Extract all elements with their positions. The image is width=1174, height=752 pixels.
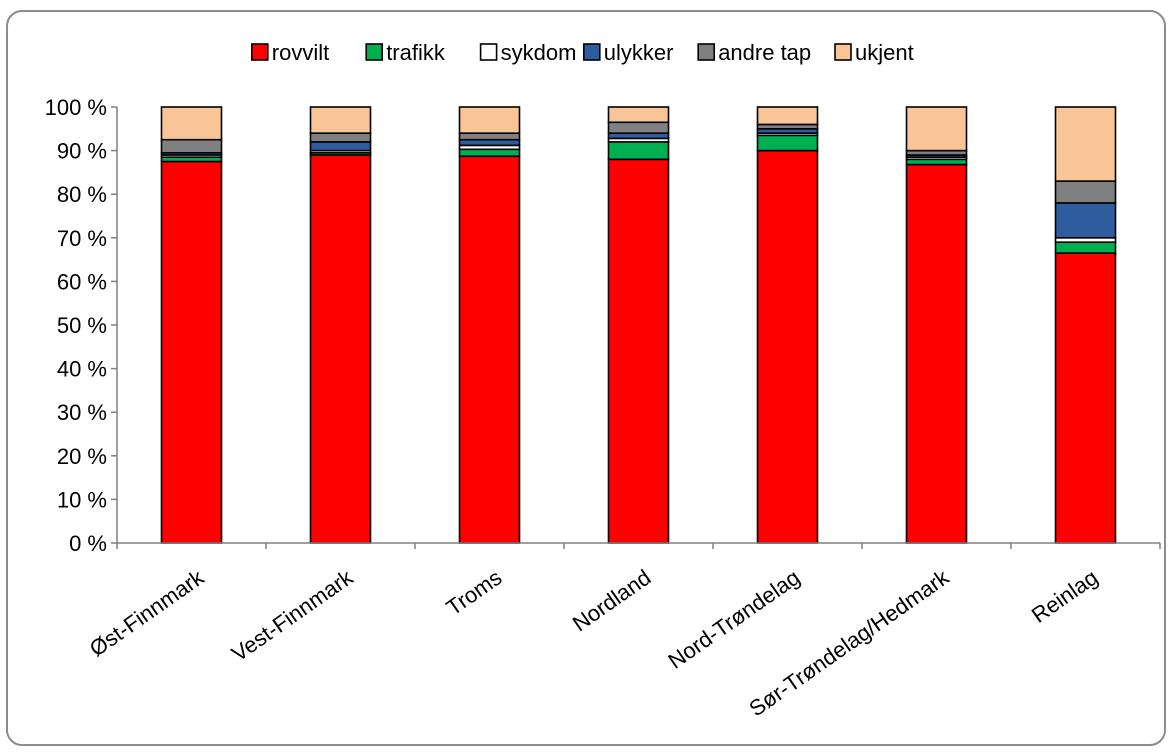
bar-segment-rovvilt — [756, 149, 819, 544]
bar-stack-troms — [458, 106, 521, 544]
y-tick-label: 80 % — [57, 182, 107, 207]
legend-label: sykdom — [501, 40, 577, 65]
bar-segment-rovvilt — [1054, 252, 1117, 544]
bar-segment-ukjent — [458, 106, 521, 134]
y-tick-label: 100 % — [45, 95, 107, 120]
bar-stack-øst-finnmark — [160, 106, 223, 544]
y-tick-label: 90 % — [57, 139, 107, 164]
y-tick-label: 50 % — [57, 313, 107, 338]
bar-segment-ulykker — [1054, 202, 1117, 239]
bar-segment-andre-tap — [1054, 180, 1117, 204]
legend-item-ulykker: ulykker — [582, 40, 674, 65]
bar-segment-ulykker — [309, 141, 372, 152]
bar-segment-ukjent — [309, 106, 372, 134]
legend-swatch — [479, 43, 498, 61]
bar-stack-sør-trøndelag-hedmark — [905, 106, 968, 544]
x-tick-label: Nord-Trøndelag — [663, 565, 804, 674]
legend-item-trafikk: trafikk — [365, 40, 446, 65]
bar-segment-trafikk — [756, 134, 819, 152]
bar-segment-rovvilt — [458, 155, 521, 544]
legend-label: trafikk — [386, 40, 446, 65]
bar-segment-rovvilt — [309, 154, 372, 544]
legend-swatch — [697, 43, 716, 61]
bar-segment-ulykker — [458, 138, 521, 147]
legend-item-sykdom: sykdom — [479, 40, 577, 65]
legend-label: rovvilt — [272, 40, 329, 65]
bar-stack-nord-trøndelag — [756, 106, 819, 544]
bar-segment-trafikk — [607, 141, 670, 161]
bar-segment-rovvilt — [607, 158, 670, 544]
bar-stack-reinlag — [1054, 106, 1117, 544]
y-tick-label: 40 % — [57, 357, 107, 382]
y-axis: 0 % 10 % 20 % 30 % 40 % 50 % 60 % 70 % 80 % 90 % 1… — [45, 95, 118, 556]
y-tick-label: 70 % — [57, 226, 107, 251]
bar-stack-nordland — [607, 106, 670, 544]
legend-item-ukjent: ukjent — [834, 40, 914, 65]
legend-swatch — [251, 43, 269, 61]
bar-segment-trafikk — [1054, 241, 1117, 254]
y-tick-label: 60 % — [57, 269, 107, 294]
bar-stack-vest-finnmark — [309, 106, 372, 544]
legend-swatch — [582, 43, 601, 61]
bar-segment-ukjent — [905, 106, 968, 152]
bar-segment-ukjent — [160, 106, 223, 141]
x-tick-label: Troms — [442, 565, 507, 621]
bar-segment-ukjent — [756, 106, 819, 126]
legend-swatch — [834, 43, 852, 61]
legend: rovvilt trafikk sykdom ulykker andre tap ukje… — [251, 40, 914, 65]
y-tick-label: 30 % — [57, 400, 107, 425]
legend-label: ulykker — [604, 40, 674, 65]
legend-label: andre tap — [718, 40, 811, 65]
bars — [160, 106, 1117, 544]
legend-label: ukjent — [855, 40, 914, 65]
x-tick-label: Øst-Finnmark — [85, 564, 209, 661]
bar-segment-ukjent — [607, 106, 670, 124]
bar-segment-ukjent — [1054, 106, 1117, 182]
bar-segment-rovvilt — [905, 163, 968, 544]
x-tick-label: Vest-Finnmark — [227, 564, 358, 666]
bar-segment-rovvilt — [160, 160, 223, 544]
bar-segment-andre-tap — [160, 138, 223, 154]
legend-swatch — [365, 43, 384, 61]
x-axis: Øst-Finnmark Vest-Finnmark Troms Nordland No… — [85, 542, 1161, 721]
bar-segment-andre-tap — [458, 132, 521, 141]
bar-segment-andre-tap — [607, 121, 670, 134]
y-tick-label: 20 % — [57, 444, 107, 469]
bar-segment-trafikk — [458, 148, 521, 158]
legend-item-rovvilt: rovvilt — [251, 40, 329, 65]
x-tick-label: Reinlag — [1027, 565, 1102, 628]
bar-segment-andre-tap — [309, 132, 372, 143]
y-tick-label: 0 % — [69, 531, 107, 556]
x-tick-label: Nordland — [568, 565, 655, 637]
legend-item-andre-tap: andre tap — [697, 40, 811, 65]
y-tick-label: 10 % — [57, 487, 107, 512]
